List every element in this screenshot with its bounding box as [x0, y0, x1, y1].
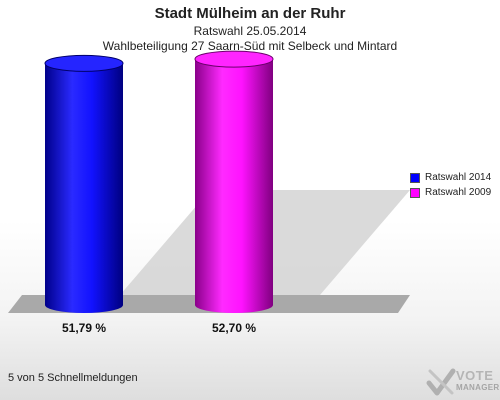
footer-status: 5 von 5 Schnellmeldungen [8, 372, 138, 384]
legend-swatch-2014 [410, 172, 420, 183]
legend-label-2009: Ratswahl 2009 [425, 187, 492, 198]
checkmark-icon [426, 368, 456, 396]
legend-item-2009: Ratswahl 2009 [410, 185, 491, 200]
legend-item-2014: Ratswahl 2014 [410, 170, 491, 185]
bar-2-value-label: 52,70 % [212, 321, 256, 335]
legend-swatch-2009 [410, 187, 420, 198]
vote-manager-logo: VOTE MANAGER [426, 366, 500, 398]
chart-subtitle: Ratswahl 25.05.2014 [193, 24, 307, 38]
chart-legend: Ratswahl 2014 Ratswahl 2009 [410, 170, 491, 200]
bar-2 [195, 59, 273, 313]
chart-title: Stadt Mülheim an der Ruhr [154, 5, 346, 22]
legend-label-2014: Ratswahl 2014 [425, 172, 492, 183]
chart-subtitle-secondary: Wahlbeteiligung 27 Saarn-Süd mit Selbeck… [102, 39, 398, 53]
bar-1 [45, 63, 123, 314]
bar-2-top [194, 50, 274, 68]
logo-text-manager: MANAGER [456, 383, 500, 392]
logo-text-vote: VOTE [456, 368, 494, 383]
bar-1-value-label: 51,79 % [62, 321, 106, 335]
bar-1-top [44, 54, 124, 72]
